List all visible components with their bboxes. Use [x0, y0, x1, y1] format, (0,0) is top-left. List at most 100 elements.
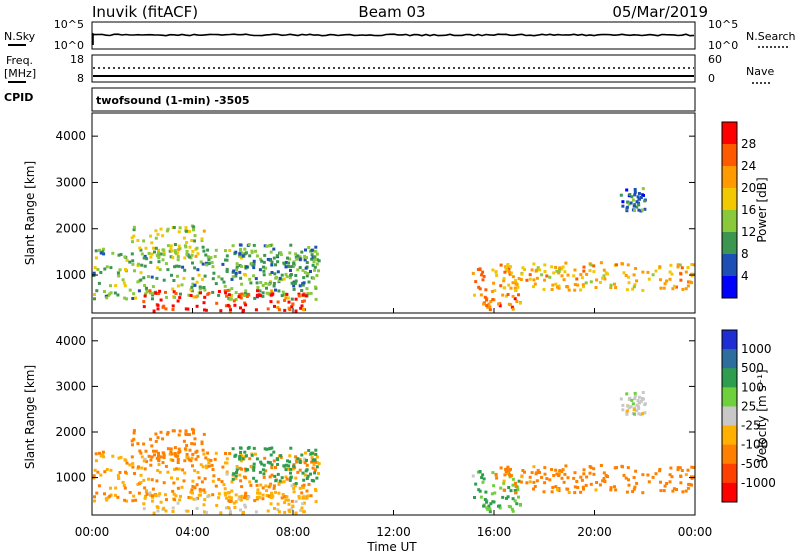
velocity-cell	[637, 405, 640, 409]
velocity-cell	[482, 504, 486, 508]
power-cell	[200, 277, 204, 281]
power-cell	[136, 280, 140, 284]
power-cell	[557, 271, 561, 275]
power-cell	[232, 269, 236, 273]
power-cell	[317, 269, 320, 273]
power-cell	[314, 245, 318, 249]
velocity-cell	[585, 475, 589, 479]
velocity-cell	[154, 432, 158, 436]
power-cell	[101, 247, 105, 251]
velocity-cell	[262, 463, 266, 467]
power-cell	[641, 270, 645, 274]
power-cell	[196, 268, 200, 272]
velocity-cell	[217, 492, 221, 496]
nave-tick-top: 60	[708, 53, 722, 66]
velocity-cell	[155, 456, 159, 460]
y-tick-label: 3000	[55, 175, 86, 189]
power-cell	[625, 209, 629, 213]
velocity-cell	[580, 478, 584, 482]
velocity-cell	[625, 392, 629, 396]
velocity-cell	[157, 463, 161, 466]
velocity-cell	[93, 499, 96, 503]
power-cell	[630, 195, 634, 199]
velocity-cell	[149, 493, 152, 497]
power-cell	[627, 275, 630, 279]
power-cell	[170, 249, 174, 253]
power-cell	[280, 294, 284, 298]
velocity-cell	[301, 486, 305, 490]
velocity-cell	[200, 440, 204, 444]
power-cell	[92, 271, 96, 275]
power-cell	[551, 283, 555, 287]
colorbar-swatch	[722, 166, 737, 189]
velocity-cell	[625, 409, 629, 413]
freq-tick-bottom: 8	[77, 72, 84, 85]
power-cell	[294, 279, 298, 283]
power-cell	[257, 293, 261, 297]
power-cell	[545, 274, 549, 278]
noise-right-tick-bottom: 10^0	[708, 39, 738, 52]
velocity-cell	[278, 479, 282, 483]
power-cell	[263, 253, 267, 257]
y-tick-label: 1000	[55, 268, 86, 282]
velocity-cell	[288, 460, 292, 464]
velocity-cell	[516, 488, 520, 492]
velocity-cell	[517, 479, 521, 483]
velocity-cell	[143, 496, 147, 500]
power-cell	[231, 244, 235, 248]
power-cell	[289, 273, 293, 276]
power-cell	[194, 295, 198, 299]
power-cell	[173, 265, 177, 269]
velocity-cell	[183, 447, 187, 451]
power-cell	[669, 263, 673, 267]
velocity-cell	[279, 454, 283, 458]
velocity-cell	[176, 454, 180, 458]
velocity-cell	[205, 464, 208, 468]
power-cell	[273, 272, 277, 276]
power-cell	[157, 260, 161, 264]
power-cell	[561, 265, 565, 269]
power-cell	[118, 268, 122, 272]
velocity-cell	[230, 480, 234, 484]
velocity-cell	[200, 488, 204, 492]
velocity-cell	[300, 491, 304, 495]
power-cell	[268, 272, 272, 276]
power-cell	[519, 278, 523, 281]
power-cell	[223, 284, 227, 288]
velocity-cell	[125, 461, 129, 465]
power-cell	[266, 257, 270, 261]
power-cell	[241, 309, 245, 313]
velocity-cell	[152, 449, 155, 453]
velocity-cell	[557, 489, 561, 493]
power-cell	[635, 279, 639, 283]
power-cell	[159, 227, 163, 231]
velocity-cell	[315, 465, 319, 469]
velocity-cell	[205, 466, 209, 470]
velocity-cell	[272, 459, 276, 463]
velocity-cell	[642, 397, 645, 401]
power-cell	[582, 269, 586, 273]
power-cell	[170, 273, 173, 277]
velocity-cell	[109, 468, 113, 472]
velocity-cell	[170, 476, 173, 480]
velocity-cell	[103, 492, 106, 496]
power-cell	[277, 308, 281, 312]
velocity-cell	[481, 473, 485, 477]
velocity-cell	[118, 471, 122, 474]
velocity-cell	[632, 487, 636, 491]
velocity-cell	[147, 454, 151, 458]
velocity-cell	[659, 489, 663, 493]
velocity-cell	[155, 479, 159, 483]
velocity-cell	[485, 506, 489, 510]
colorbar-tick-label: -1000	[741, 476, 776, 490]
power-cell	[513, 297, 517, 301]
power-cell	[314, 249, 318, 253]
power-cell	[567, 288, 571, 292]
power-cell	[684, 270, 688, 274]
power-cell	[147, 275, 150, 279]
power-cell	[165, 295, 168, 299]
x-tick-label: 16:00	[477, 525, 512, 539]
velocity-cell	[142, 442, 146, 446]
power-cell	[154, 246, 158, 250]
velocity-cell	[513, 499, 517, 503]
